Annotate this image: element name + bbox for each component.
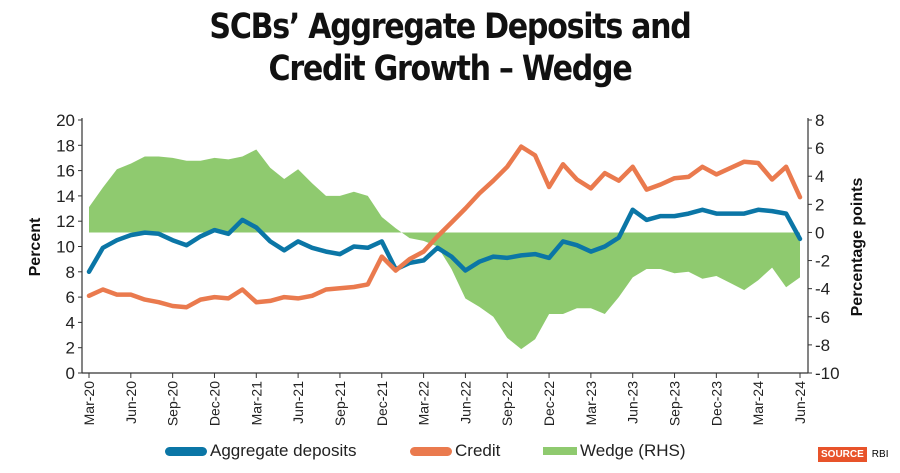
title-line-1: SCBs’ Aggregate Deposits and — [209, 7, 691, 47]
legend-credit: Credit — [410, 441, 500, 461]
x-tick-label: Jun-24 — [792, 381, 808, 424]
y2-tick-label: -10 — [815, 364, 840, 383]
deposits-line — [86, 207, 803, 275]
y2-tick-label: 4 — [815, 167, 824, 186]
y2-tick-label: -4 — [815, 280, 830, 299]
y-tick-label: 12 — [56, 212, 75, 231]
y-tick-label: 10 — [56, 238, 75, 257]
x-tick-label: Dec-21 — [374, 381, 390, 426]
y2-axis-label: Percentage points — [849, 178, 866, 317]
chart: 0 2 4 6 8 10 12 14 16 18 20 -10 -8 -6 -4 -2 0 2 4 6 8 Mar-20 J… — [27, 111, 866, 426]
y-tick-label: 2 — [66, 339, 75, 358]
y-tick-label: 4 — [66, 313, 75, 332]
y-tick-label: 0 — [66, 364, 75, 383]
legend-swatch-wedge — [543, 447, 577, 455]
legend-swatch-deposits — [165, 446, 207, 456]
x-tick-label: Mar-24 — [750, 381, 766, 426]
y2-tick-label: 2 — [815, 195, 824, 214]
legend-wedge: Wedge (RHS) — [543, 441, 686, 461]
legend-label: Aggregate deposits — [210, 441, 357, 460]
x-tick-label: Dec-20 — [206, 381, 222, 426]
x-tick-label: Dec-22 — [541, 381, 557, 426]
legend-swatch-credit — [410, 446, 452, 456]
x-tick-label: Jun-22 — [457, 381, 473, 424]
y2-tick-label: -6 — [815, 308, 830, 327]
title-line-2: Credit Growth – Wedge — [268, 49, 633, 89]
x-tick-label: Mar-23 — [583, 381, 599, 426]
x-tick-label: Sep-21 — [332, 381, 348, 426]
x-tick-label: Dec-23 — [708, 381, 724, 426]
y-tick-label: 6 — [66, 288, 75, 307]
x-tick-label: Mar-22 — [416, 381, 432, 426]
y2-tick-label: -2 — [815, 252, 830, 271]
x-tick-label: Jun-23 — [625, 381, 641, 424]
x-tick-label: Sep-23 — [667, 381, 683, 426]
source-badge: SOURCE — [818, 447, 867, 462]
x-tick-label: Mar-21 — [248, 381, 264, 426]
chart-title: SCBs’ Aggregate Deposits and Credit Grow… — [63, 6, 837, 90]
wedge-area — [89, 149, 800, 350]
x-tick-label: Mar-20 — [81, 381, 97, 426]
x-tick-label: Jun-20 — [123, 381, 139, 424]
legend-deposits: Aggregate deposits — [165, 441, 357, 461]
y2-tick-label: -8 — [815, 336, 830, 355]
y2-tick-label: 0 — [815, 223, 824, 242]
credit-line — [86, 144, 803, 310]
x-tick-label: Jun-21 — [290, 381, 306, 424]
y-tick-label: 14 — [56, 187, 75, 206]
source-text: RBI — [871, 449, 889, 460]
y-tick-label: 8 — [66, 263, 75, 282]
legend-label: Wedge (RHS) — [580, 441, 686, 460]
y-tick-label: 20 — [56, 111, 75, 130]
y-axis-label: Percent — [27, 217, 44, 276]
legend-label: Credit — [455, 441, 501, 460]
source: SOURCE RBI — [818, 447, 888, 462]
y2-tick-label: 6 — [815, 139, 824, 158]
y-tick-label: 18 — [56, 136, 75, 155]
y-tick-label: 16 — [56, 162, 75, 181]
x-tick-label: Sep-20 — [165, 381, 181, 426]
x-tick-label: Sep-22 — [499, 381, 515, 426]
y2-tick-label: 8 — [815, 111, 824, 130]
legend: Aggregate deposits Credit Wedge (RHS) — [0, 441, 900, 471]
